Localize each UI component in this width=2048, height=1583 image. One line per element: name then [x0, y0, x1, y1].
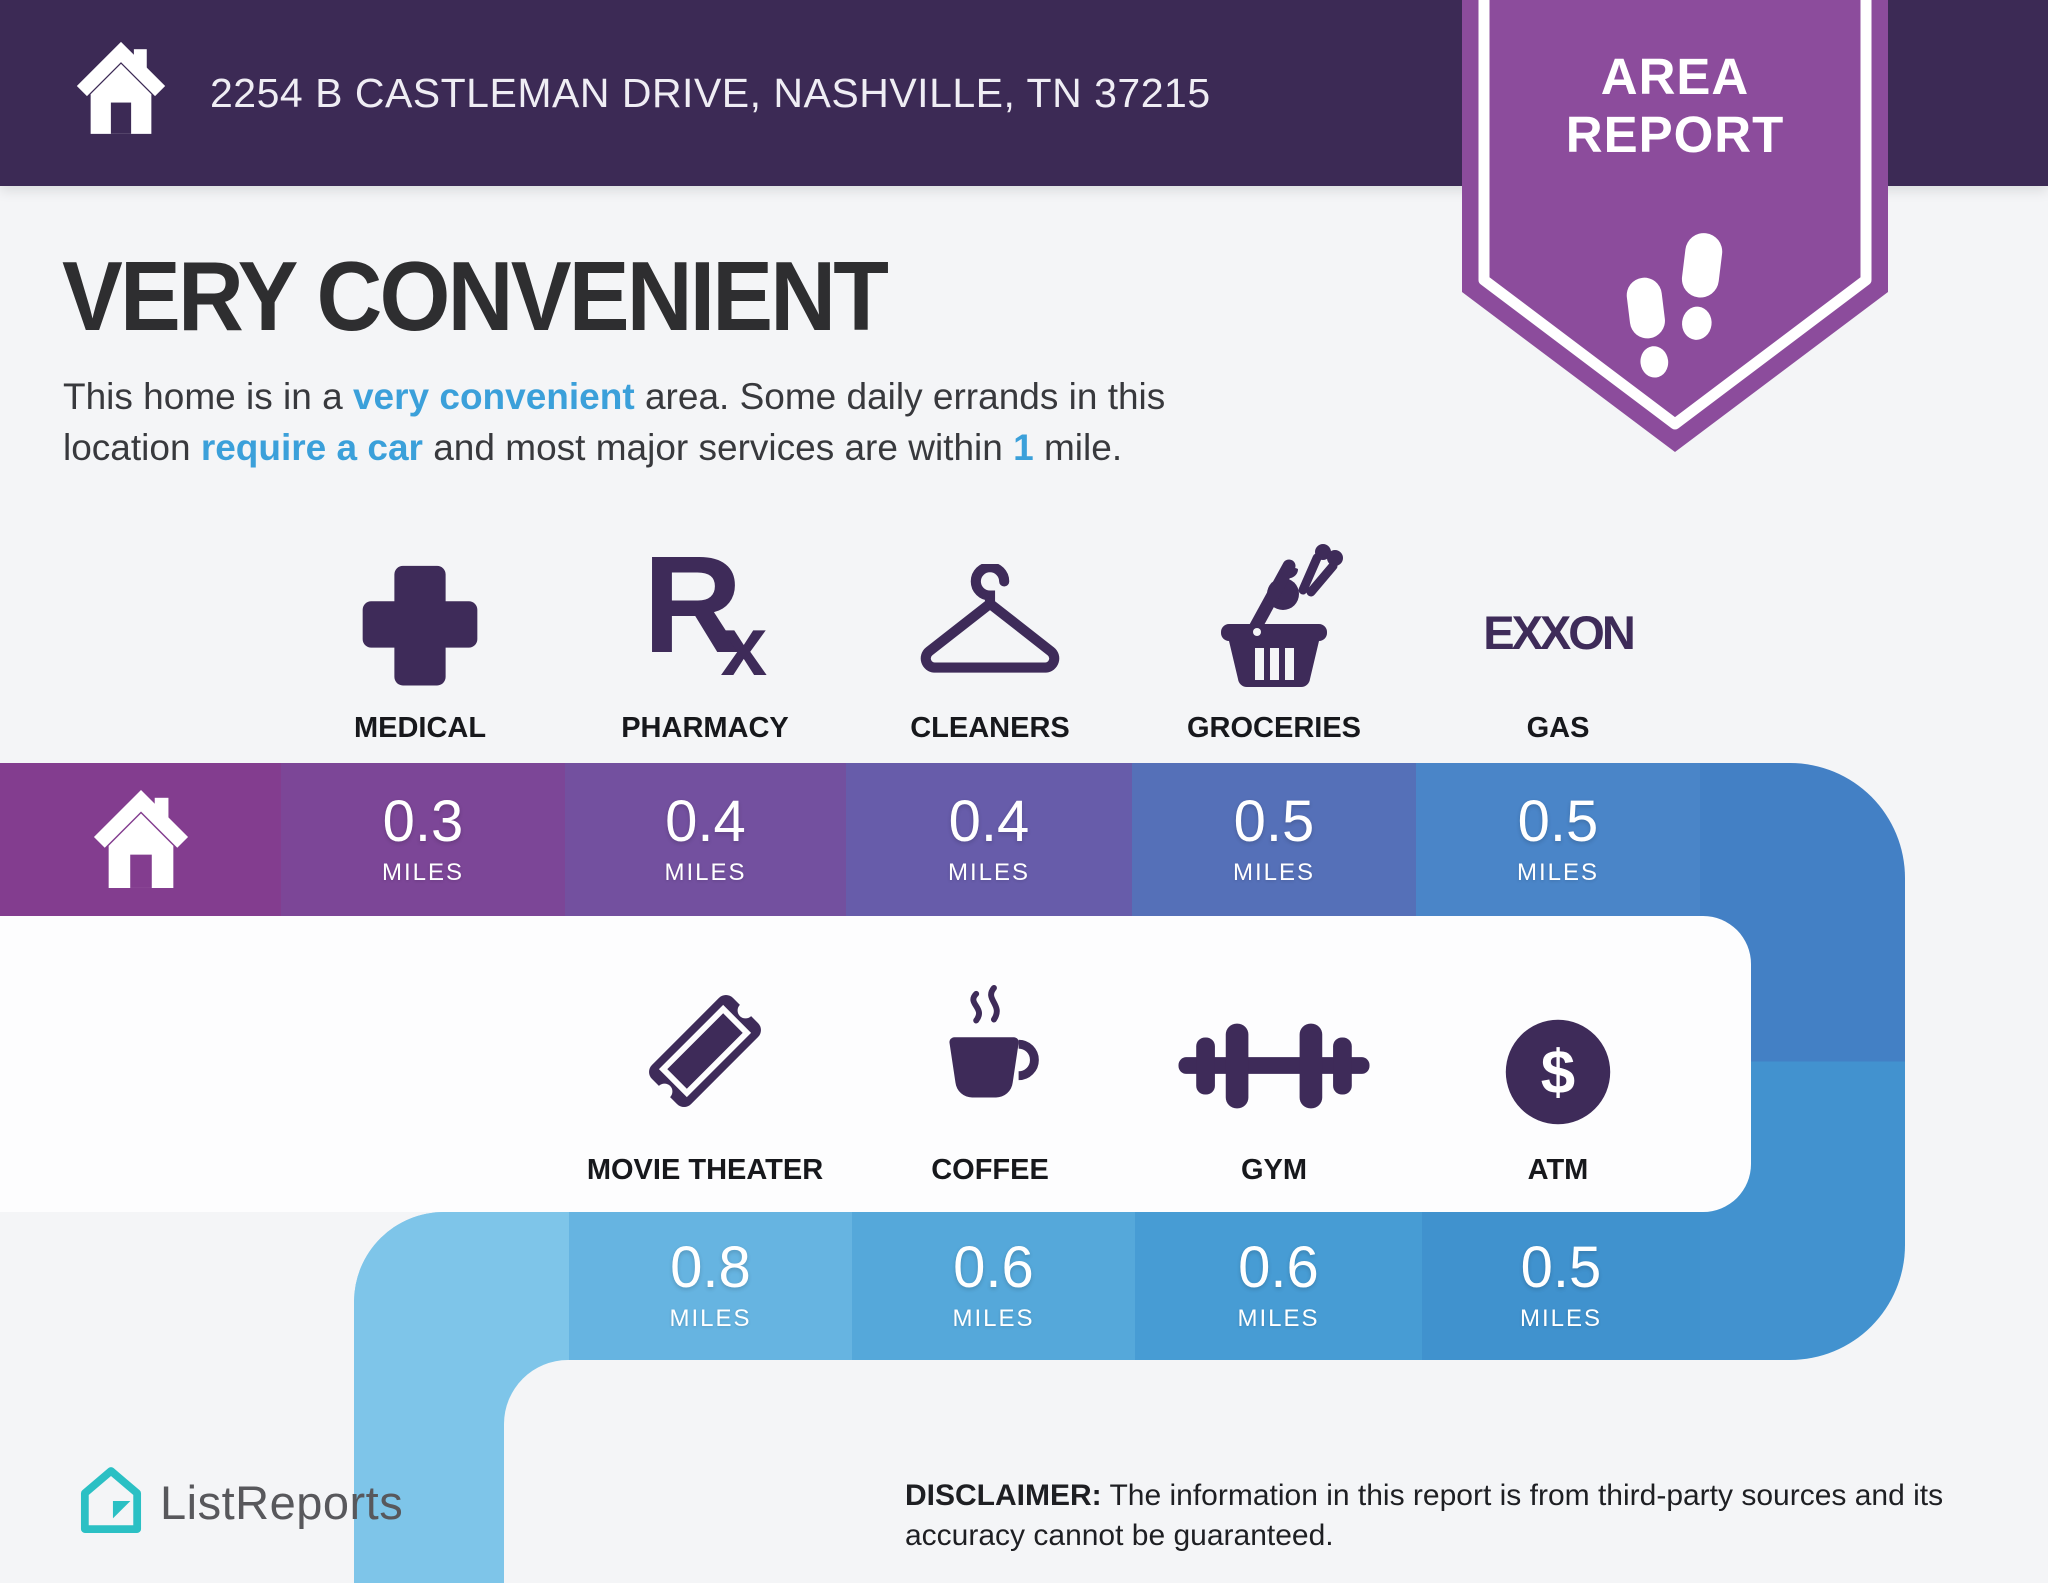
distance-cell-atm: 0.5 MILES [1422, 1212, 1700, 1360]
movie-ticket-icon [626, 972, 784, 1130]
second-row-panel [0, 916, 1751, 1212]
home-icon [92, 786, 190, 893]
poi-label: PHARMACY [621, 712, 789, 744]
summary-text: This home is in a very convenient area. … [63, 376, 1166, 468]
distance-cell-medical: 0.3 MILES [281, 763, 565, 916]
poi-label: GROCERIES [1186, 712, 1362, 744]
property-address: 2254 B CASTLEMAN DRIVE, NASHVILLE, TN 37… [210, 69, 1211, 116]
poi-cleaners: CLEANERS [848, 540, 1132, 745]
distance-cell-gym: 0.6 MILES [1135, 1212, 1422, 1360]
brand-name: ListReports [160, 1476, 404, 1529]
poi-atm: $ ATM [1416, 975, 1700, 1187]
highlight-very-convenient: very convenient [352, 376, 635, 417]
poi-coffee: COFFEE [848, 975, 1132, 1187]
poi-movie-theater: MOVIE THEATER [563, 975, 847, 1187]
highlight-one-mile: 1 [1013, 426, 1034, 468]
poi-label: GAS [1526, 712, 1590, 744]
svg-text:$: $ [1541, 1038, 1575, 1107]
distance-cell-pharmacy: 0.4 MILES [565, 763, 846, 916]
listreports-logo: ListReports [80, 1466, 403, 1539]
distance-cell-movie-theater: 0.8 MILES [569, 1212, 852, 1360]
poi-label: CLEANERS [910, 712, 1070, 744]
route-left-corner [354, 1212, 569, 1360]
distance-cell-cleaners: 0.4 MILES [846, 763, 1132, 916]
coffee-cup-icon [920, 982, 1060, 1130]
poi-groceries: GROCERIES [1132, 540, 1416, 745]
poi-label: GYM [1240, 1154, 1308, 1186]
exxon-logo: EXXON [1483, 606, 1636, 659]
page-title: VERY CONVENIENT [62, 241, 889, 351]
poi-label: COFFEE [931, 1154, 1049, 1186]
dumbbell-icon [1170, 1002, 1378, 1130]
area-report-badge: AREA REPORT [1462, 0, 1888, 456]
poi-gas: EXXON GAS [1416, 540, 1700, 745]
poi-label: ATM [1527, 1154, 1589, 1186]
home-icon [75, 38, 167, 139]
disclaimer-text: DISCLAIMER: The information in this repo… [905, 1479, 1944, 1552]
poi-label: MOVIE THEATER [586, 1154, 824, 1186]
badge-title: AREA REPORT [1565, 48, 1785, 164]
grocery-basket-icon [1199, 538, 1349, 688]
footprints-icon [1615, 222, 1735, 395]
poi-medical: MEDICAL [278, 540, 562, 745]
atm-dollar-icon: $ [1500, 1014, 1616, 1130]
listreports-house-icon [80, 1466, 142, 1539]
clothes-hanger-icon [914, 564, 1066, 688]
medical-cross-icon [359, 556, 481, 688]
distance-cell-gas: 0.5 MILES [1416, 763, 1700, 916]
poi-label: MEDICAL [353, 712, 487, 744]
distance-cell-coffee: 0.6 MILES [852, 1212, 1135, 1360]
distance-cell-groceries: 0.5 MILES [1132, 763, 1416, 916]
poi-gym: GYM [1132, 975, 1416, 1187]
band1-home-cell [0, 763, 281, 916]
highlight-require-a-car: require a car [200, 426, 423, 468]
